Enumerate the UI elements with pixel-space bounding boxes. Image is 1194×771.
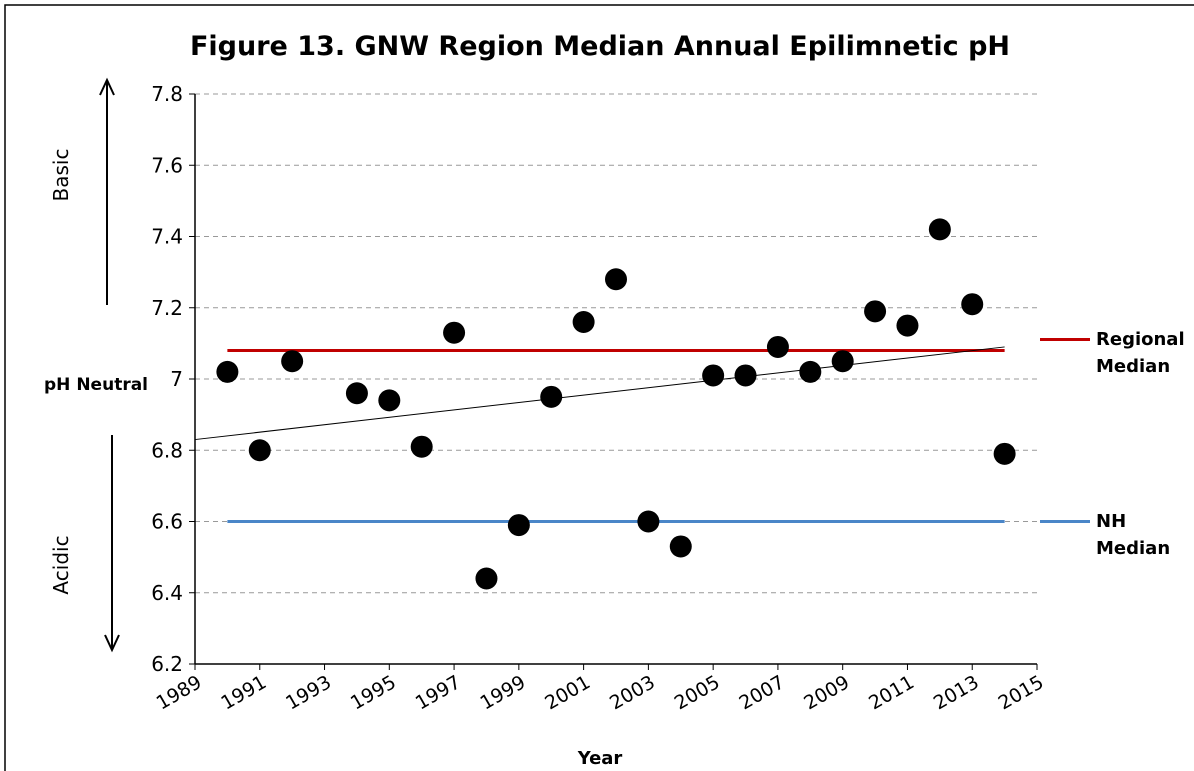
- point: [216, 360, 239, 383]
- y-tick-label: 7.2: [151, 296, 183, 320]
- point: [864, 300, 887, 323]
- point: [410, 435, 433, 458]
- point: [993, 442, 1016, 465]
- point: [702, 364, 725, 387]
- x-tick-label: 2001: [541, 671, 594, 714]
- y-tick-label: 6.6: [151, 510, 183, 534]
- chart-title: Figure 13. GNW Region Median Annual Epil…: [190, 31, 1010, 62]
- point: [637, 510, 660, 533]
- x-tick-label: 2003: [606, 671, 659, 714]
- point: [831, 350, 854, 373]
- y-tick-label: 7: [170, 367, 183, 391]
- basic-label: Basic: [49, 149, 73, 202]
- point: [540, 385, 563, 408]
- point: [248, 439, 271, 462]
- x-axis-label: Year: [577, 748, 623, 769]
- x-tick-label: 2007: [736, 671, 789, 714]
- trendline: [194, 346, 1005, 441]
- point: [766, 335, 789, 358]
- x-tick-label: 2011: [865, 671, 918, 714]
- legend-label: NH Median: [1096, 510, 1171, 559]
- point: [669, 535, 692, 558]
- frame: [4, 4, 1194, 771]
- point: [281, 350, 304, 373]
- arrows: [99, 77, 120, 653]
- point: [572, 311, 595, 333]
- x-tick-label: 1993: [282, 671, 335, 714]
- legend-label: Regional Median: [1096, 328, 1185, 377]
- x-tick-label: 1991: [217, 671, 270, 714]
- point: [605, 268, 627, 291]
- y-tick-label: 7.4: [151, 225, 183, 249]
- point: [961, 293, 984, 316]
- point: [896, 314, 919, 337]
- x-tick-label: 1997: [412, 671, 465, 714]
- x-tick-label: 2009: [800, 671, 853, 714]
- y-tick-label: 6.4: [151, 581, 183, 605]
- point: [734, 364, 757, 387]
- y-tick-label: 6.8: [151, 438, 183, 462]
- x-tick-label: 2015: [995, 671, 1048, 714]
- point: [507, 514, 530, 537]
- point: [928, 218, 951, 241]
- point: [475, 567, 498, 590]
- x-tick-label: 2005: [671, 671, 724, 714]
- point: [443, 321, 466, 344]
- acidic-label: Acidic: [49, 535, 73, 594]
- neutral-label: pH Neutral: [44, 375, 148, 395]
- point: [378, 389, 401, 412]
- x-tick-label: 1999: [476, 671, 529, 714]
- y-tick-label: 7.8: [151, 82, 183, 106]
- y-tick-label: 7.6: [151, 153, 183, 177]
- x-tick-label: 1989: [153, 671, 206, 714]
- point: [345, 382, 368, 405]
- x-tick-label: 2013: [930, 671, 983, 714]
- point: [799, 360, 822, 383]
- x-tick-label: 1995: [347, 671, 400, 714]
- y-tick-label: 6.2: [151, 652, 183, 676]
